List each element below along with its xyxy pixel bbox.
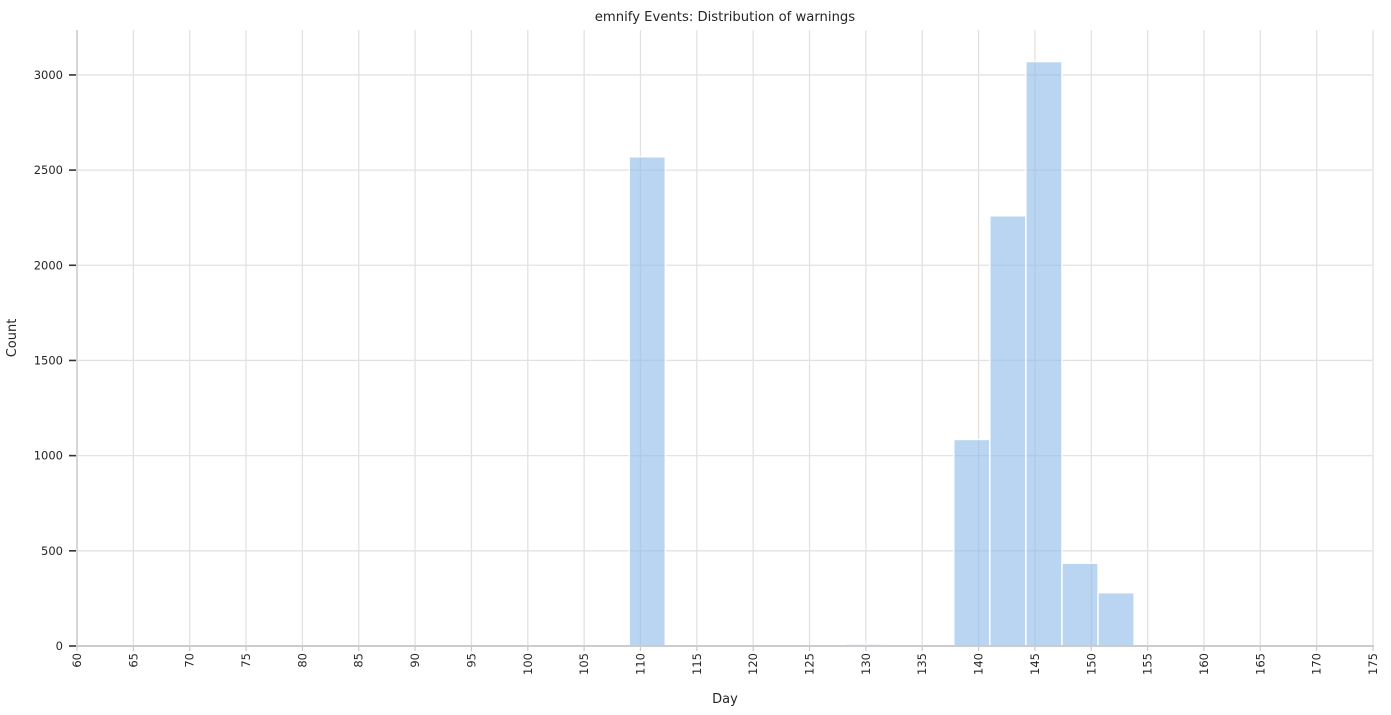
x-tick-label: 110 <box>633 653 647 675</box>
x-tick-label: 150 <box>1084 653 1098 675</box>
chart-title: emnify Events: Distribution of warnings <box>595 10 856 25</box>
x-tick-label: 165 <box>1253 653 1267 675</box>
axes: 0 500 1000 1500 2000 2500 3000 60 65 70 75 80 85 90 95… <box>34 30 1380 675</box>
x-tick-label: 80 <box>295 653 309 668</box>
histogram-bar <box>1061 562 1099 647</box>
x-tick-label: 95 <box>464 653 478 668</box>
y-tick-label: 3000 <box>34 68 63 82</box>
x-tick-label: 75 <box>239 653 253 668</box>
x-tick-label: 70 <box>183 653 197 668</box>
x-tick-label: 105 <box>577 653 591 675</box>
histogram-bar <box>989 215 1027 647</box>
x-tick-label: 90 <box>408 653 422 668</box>
y-tick-label: 2000 <box>34 258 63 272</box>
x-tick-label: 65 <box>126 653 140 668</box>
x-tick-label: 115 <box>690 653 704 675</box>
histogram-bar <box>628 156 666 647</box>
x-tick-label: 140 <box>972 653 986 675</box>
histogram-bar <box>1025 60 1063 647</box>
x-tick-label: 170 <box>1310 653 1324 675</box>
histogram-bar <box>1097 591 1135 647</box>
x-tick-label: 120 <box>746 653 760 675</box>
gridlines <box>76 30 1374 647</box>
x-tick-label: 125 <box>803 653 817 675</box>
x-tick-label: 160 <box>1197 653 1211 675</box>
y-axis-label: Count <box>5 319 20 358</box>
x-tick-label: 145 <box>1028 653 1042 675</box>
y-tick-label: 1500 <box>34 353 63 367</box>
x-tick-label: 60 <box>70 653 84 668</box>
x-tick-label: 135 <box>915 653 929 675</box>
y-tick-label: 500 <box>41 544 63 558</box>
y-tick-label: 1000 <box>34 449 63 463</box>
x-tick-label: 175 <box>1366 653 1380 675</box>
x-axis-label: Day <box>712 692 738 707</box>
histogram-bar <box>953 438 991 647</box>
x-tick-label: 100 <box>521 653 535 675</box>
x-tick-label: 130 <box>859 653 873 675</box>
x-tick-label: 85 <box>352 653 366 668</box>
x-tick-label: 155 <box>1141 653 1155 675</box>
y-tick-label: 2500 <box>34 163 63 177</box>
bars <box>628 60 1135 647</box>
y-tick-label: 0 <box>56 639 63 653</box>
